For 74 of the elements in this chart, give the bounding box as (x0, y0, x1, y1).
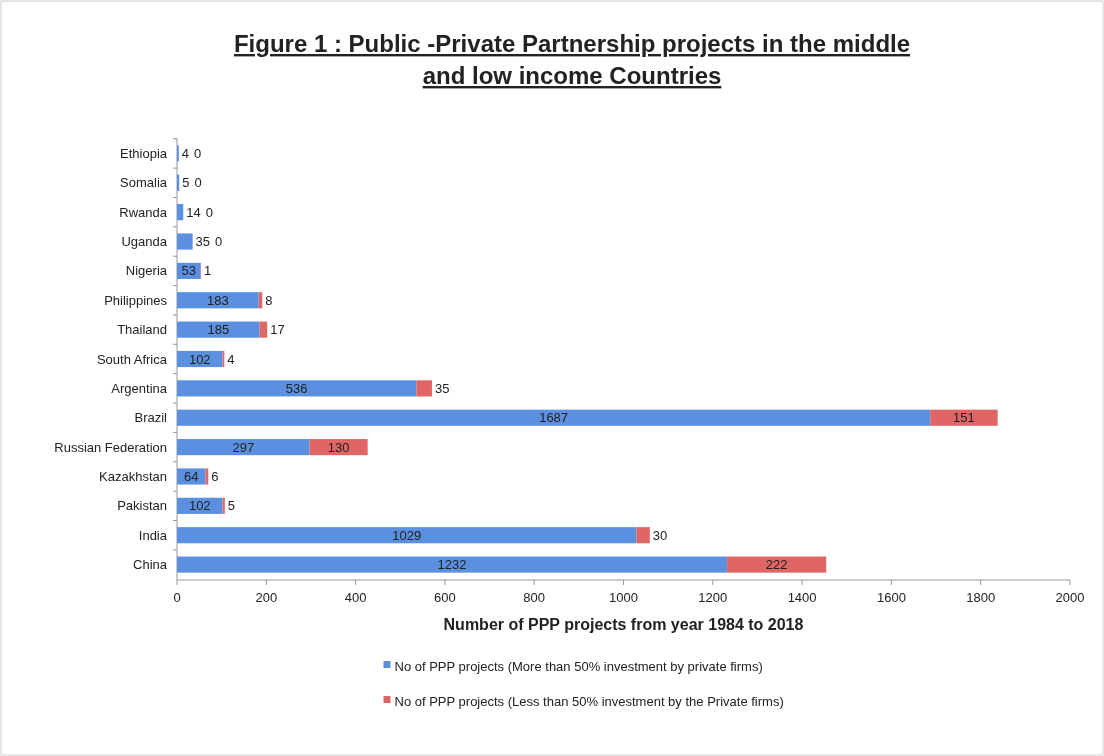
data-label: 102 (188, 351, 211, 367)
data-label: 0 (215, 234, 223, 250)
data-label: 14 (186, 204, 201, 220)
bar (177, 233, 193, 250)
data-label: 222 (765, 557, 788, 573)
data-label: 4 (181, 145, 190, 161)
data-label: 5 (227, 498, 236, 514)
bar (259, 321, 268, 338)
x-tick-label: 200 (255, 590, 278, 605)
bar (177, 321, 260, 338)
bar (930, 409, 998, 426)
data-label: 1 (204, 263, 212, 279)
y-tick-label: Kazakhstan (99, 469, 167, 485)
bar (177, 380, 417, 397)
data-label: 0 (194, 145, 202, 161)
bar (636, 527, 650, 544)
bar (416, 380, 432, 397)
data-label: 35 (434, 380, 450, 396)
x-tick-label: 0 (173, 590, 181, 605)
data-label: 6 (211, 469, 219, 485)
data-label: 1029 (392, 527, 422, 543)
bar (177, 292, 259, 309)
x-tick-label: 2000 (1055, 590, 1085, 605)
data-label: 5 (182, 175, 190, 191)
x-tick-label: 800 (523, 590, 546, 605)
x-tick-label: 400 (344, 590, 367, 605)
x-tick-label: 1400 (787, 590, 817, 605)
data-label: 536 (285, 380, 308, 396)
data-label: 30 (652, 527, 668, 543)
bar (177, 556, 728, 573)
data-label: 4 (227, 351, 235, 367)
x-tick-label: 1000 (609, 590, 638, 605)
data-label: 35 (195, 234, 211, 250)
legend-label: No of PPP projects (More than 50% investment by private firms) (394, 658, 763, 674)
bar (727, 556, 827, 573)
data-label: 1687 (539, 410, 569, 426)
data-label: 64 (184, 469, 199, 485)
bar (177, 204, 184, 221)
data-label: 130 (327, 439, 350, 455)
y-tick-label: Ethiopia (120, 145, 168, 161)
bar (177, 409, 931, 426)
y-tick-label: Nigeria (125, 263, 168, 279)
data-label: 102 (188, 498, 211, 514)
x-axis-title: Number of PPP projects from year 1984 to 2018 (443, 616, 804, 633)
y-tick-label: India (138, 527, 168, 543)
y-tick-label: Pakistan (117, 498, 167, 514)
y-tick-label: South Africa (96, 351, 168, 367)
x-tick-label: 600 (434, 590, 456, 605)
y-tick-label: Somalia (120, 175, 168, 191)
y-tick-label: Argentina (111, 380, 168, 396)
x-tick-label: 1800 (966, 590, 996, 605)
data-label: 0 (205, 204, 213, 220)
data-label: 183 (207, 292, 229, 308)
data-label: 1232 (437, 557, 467, 573)
y-tick-label: Rwanda (119, 204, 168, 220)
data-label: 8 (265, 292, 273, 308)
legend-label: No of PPP projects (Less than 50% investment by the Private firms) (394, 693, 784, 709)
data-label: 151 (953, 410, 975, 426)
y-tick-label: China (133, 557, 168, 573)
data-label: 185 (207, 322, 230, 338)
y-tick-label: Russian Federation (54, 439, 167, 455)
chart-title: Figure 1 : Public -Private Partnership projects in the middle and low income Countries (233, 30, 911, 89)
data-label: 297 (232, 439, 255, 455)
y-tick-label: Philippines (104, 292, 168, 308)
data-label: 0 (194, 175, 202, 191)
data-label: 17 (270, 322, 285, 338)
data-label: 53 (181, 263, 197, 279)
bar (177, 439, 310, 456)
y-tick-label: Thailand (117, 322, 167, 338)
y-tick-label: Brazil (134, 410, 168, 426)
x-tick-label: 1600 (876, 590, 906, 605)
x-tick-label: 1200 (698, 590, 728, 605)
y-tick-label: Uganda (121, 234, 168, 250)
bar (177, 527, 637, 544)
